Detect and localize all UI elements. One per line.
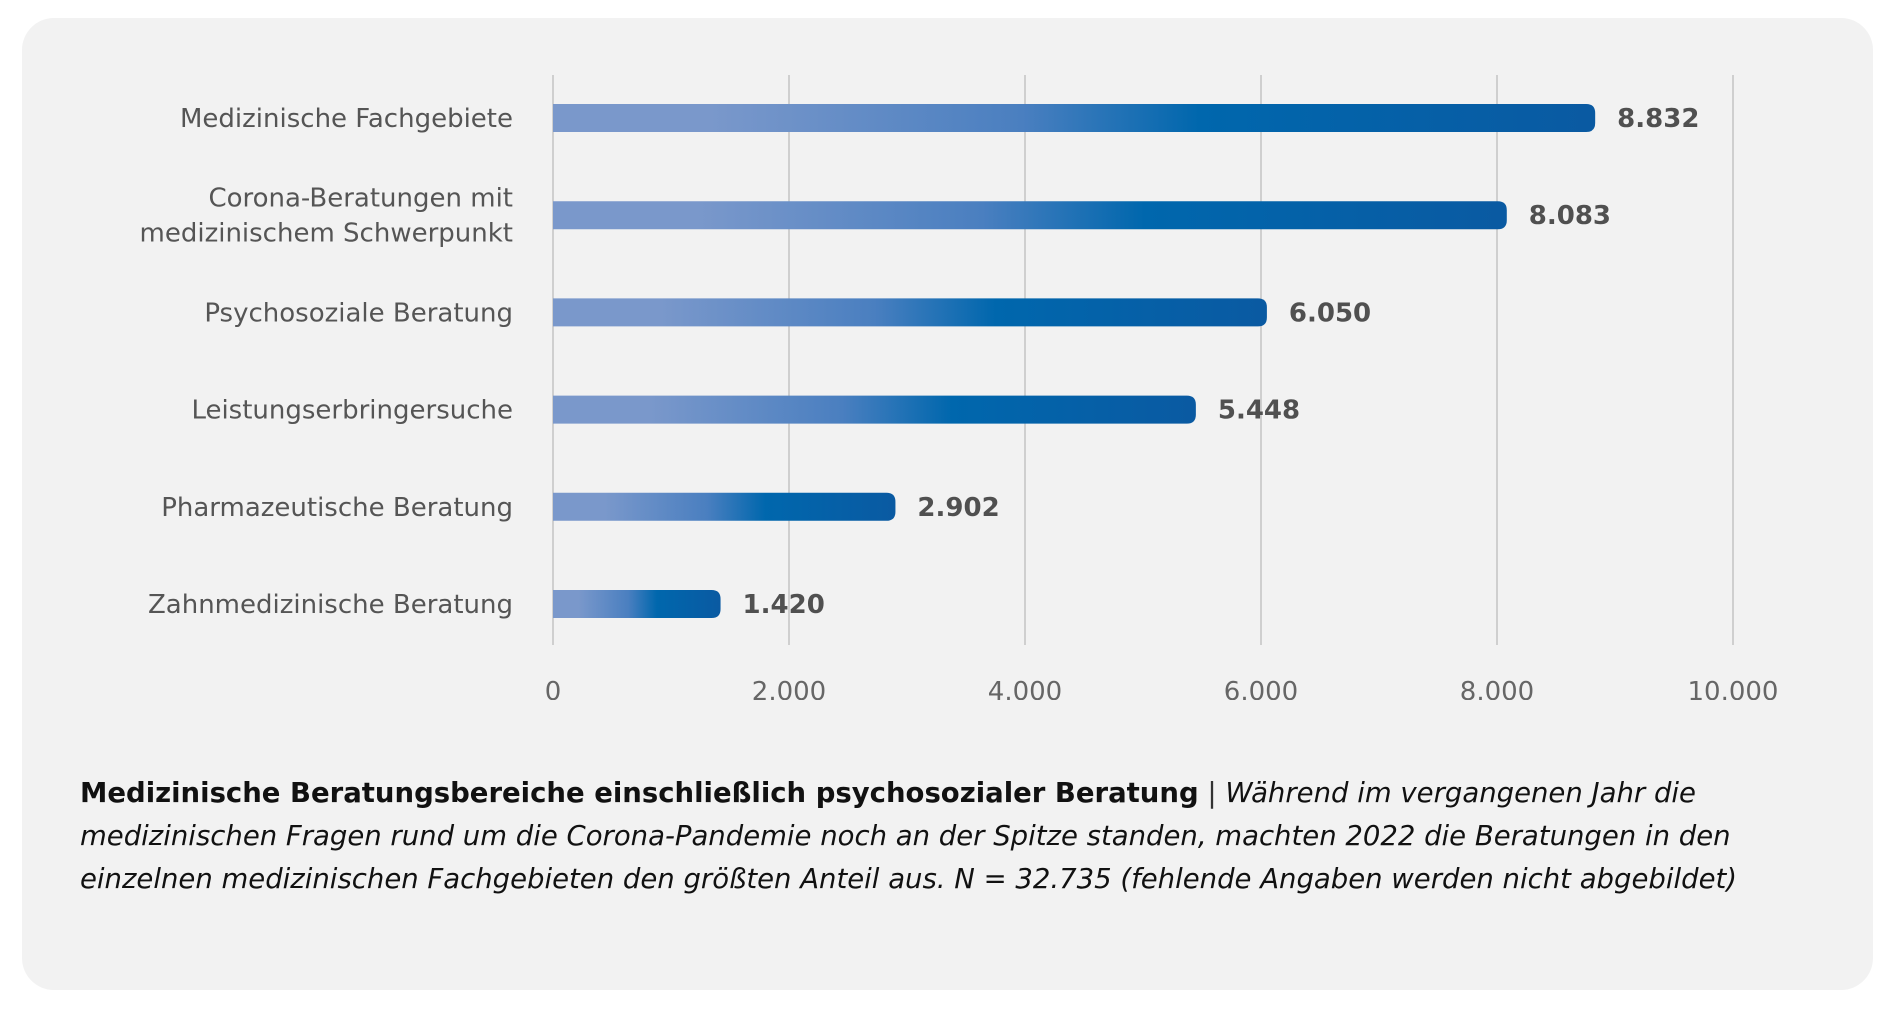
caption-title: Medizinische Beratungsbereiche einschlie…	[80, 777, 1199, 809]
category-label: Corona-Beratungen mit	[208, 184, 513, 214]
x-tick-label: 0	[545, 677, 562, 700]
value-label: 6.050	[1289, 298, 1371, 328]
category-label: Psychosoziale Beratung	[204, 298, 513, 328]
caption-separator: |	[1207, 777, 1217, 809]
chart-card	[22, 18, 1873, 990]
bar	[553, 201, 1507, 230]
gridlines	[552, 75, 1734, 645]
category-label: medizinischem Schwerpunkt	[140, 219, 513, 249]
x-tick-label: 2.000	[752, 677, 826, 700]
category-label: Zahnmedizinische Beratung	[148, 590, 513, 620]
bar	[553, 298, 1267, 327]
bar	[553, 492, 896, 521]
x-tick-label: 8.000	[1460, 677, 1534, 700]
x-tick-label: 4.000	[988, 677, 1062, 700]
bar	[553, 590, 721, 618]
value-label: 1.420	[743, 590, 825, 620]
value-label: 5.448	[1218, 396, 1300, 426]
bar	[553, 104, 1596, 132]
category-labels: Medizinische Fachgebiete Corona-Beratunge…	[140, 104, 513, 620]
caption-text: Während im vergangenen Jahr die medizini…	[80, 777, 1738, 895]
x-tick-label: 6.000	[1224, 677, 1298, 700]
bar	[553, 395, 1196, 424]
category-label: Medizinische Fachgebiete	[180, 104, 513, 134]
category-label: Pharmazeutische Beratung	[161, 493, 513, 523]
bar-chart: Medizinische Fachgebiete Corona-Beratunge…	[140, 75, 1779, 700]
value-label: 8.832	[1617, 104, 1699, 134]
value-label: 8.083	[1529, 201, 1611, 231]
caption: Medizinische Beratungsbereiche einschlie…	[80, 772, 1790, 901]
value-label: 2.902	[917, 493, 999, 523]
category-label: Leistungserbringersuche	[191, 396, 513, 426]
bars	[553, 104, 1596, 618]
x-tick-label: 10.000	[1688, 677, 1779, 700]
value-labels: 8.832 8.083 6.050 5.448 2.902 1.420	[743, 104, 1700, 620]
x-axis-ticks: 0 2.000 4.000 6.000 8.000 10.000	[545, 677, 1779, 700]
